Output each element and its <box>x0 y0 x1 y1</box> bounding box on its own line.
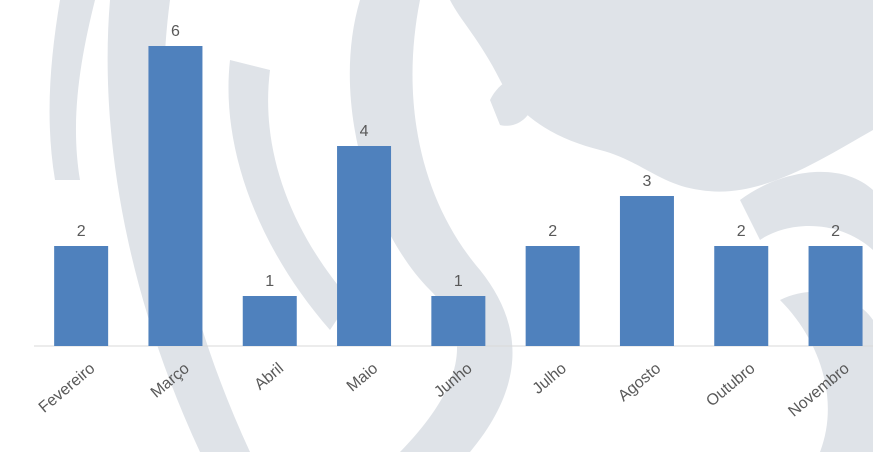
data-label: 2 <box>77 223 86 240</box>
bar <box>714 246 769 346</box>
data-label: 2 <box>548 223 557 240</box>
bar <box>808 246 863 346</box>
bar <box>431 296 486 346</box>
data-label: 2 <box>737 223 746 240</box>
data-label: 3 <box>642 173 651 190</box>
x-tick-label: Outubro <box>703 360 758 410</box>
x-tick-label: Julho <box>530 360 570 398</box>
bar <box>242 296 297 346</box>
x-tick-label: Fevereiro <box>36 360 99 417</box>
bar <box>619 196 674 346</box>
data-label: 2 <box>831 223 840 240</box>
data-label: 1 <box>265 273 274 290</box>
x-tick-label: Agosto <box>615 360 664 405</box>
bar <box>148 46 203 346</box>
x-tick-label: Abril <box>252 360 287 394</box>
data-label: 4 <box>360 123 369 140</box>
data-label: 1 <box>454 273 463 290</box>
x-tick-label: Maio <box>344 360 382 395</box>
bar <box>525 246 580 346</box>
bar <box>337 146 392 346</box>
data-label: 6 <box>171 23 180 40</box>
bar <box>54 246 109 346</box>
